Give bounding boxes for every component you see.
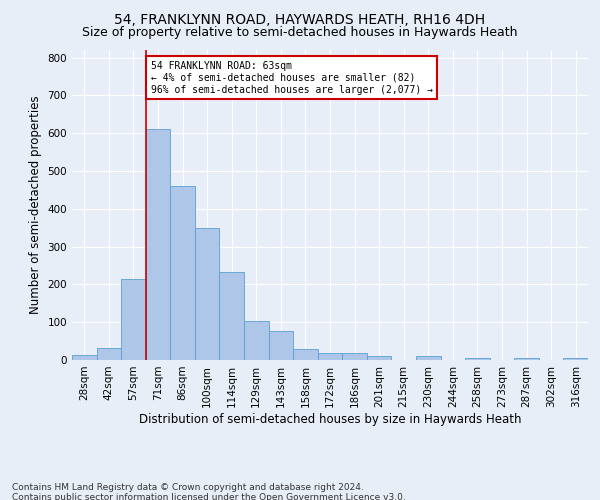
Bar (416, 356, 440, 360)
Text: 54, FRANKLYNN ROAD, HAYWARDS HEATH, RH16 4DH: 54, FRANKLYNN ROAD, HAYWARDS HEATH, RH16… (115, 12, 485, 26)
Bar (465, 358, 490, 360)
Bar (244, 321, 269, 360)
Text: Contains HM Land Registry data © Crown copyright and database right 2024.: Contains HM Land Registry data © Crown c… (12, 482, 364, 492)
Bar (318, 353, 342, 360)
Bar (195, 228, 220, 360)
Bar (121, 278, 146, 360)
Text: 54 FRANKLYNN ROAD: 63sqm
← 4% of semi-detached houses are smaller (82)
96% of se: 54 FRANKLYNN ROAD: 63sqm ← 4% of semi-de… (151, 62, 433, 94)
X-axis label: Distribution of semi-detached houses by size in Haywards Heath: Distribution of semi-detached houses by … (139, 412, 521, 426)
Bar (220, 272, 244, 360)
Bar (146, 130, 170, 360)
Bar (342, 353, 367, 360)
Bar (97, 348, 121, 360)
Bar (563, 358, 588, 360)
Text: Size of property relative to semi-detached houses in Haywards Heath: Size of property relative to semi-detach… (82, 26, 518, 39)
Bar (367, 356, 391, 360)
Bar (269, 331, 293, 360)
Bar (514, 358, 539, 360)
Bar (170, 186, 195, 360)
Y-axis label: Number of semi-detached properties: Number of semi-detached properties (29, 96, 42, 314)
Bar (72, 356, 97, 360)
Bar (293, 348, 318, 360)
Text: Contains public sector information licensed under the Open Government Licence v3: Contains public sector information licen… (12, 492, 406, 500)
